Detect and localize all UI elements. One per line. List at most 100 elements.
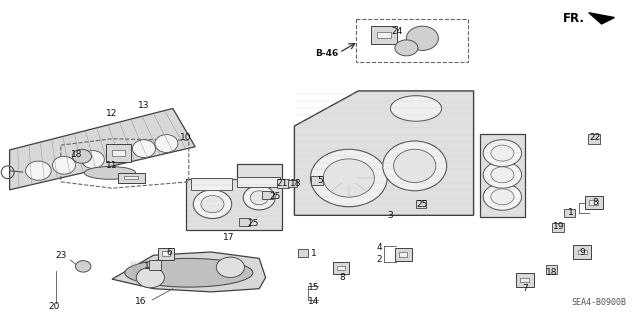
Text: 4: 4 [376,243,381,252]
Bar [585,196,603,209]
Ellipse shape [107,145,130,163]
Bar [159,248,174,260]
Ellipse shape [250,191,268,205]
Ellipse shape [243,186,275,210]
Ellipse shape [491,189,514,205]
Polygon shape [589,13,614,24]
Bar [416,200,426,208]
Text: B-46: B-46 [315,49,338,58]
Bar [106,144,131,162]
Ellipse shape [323,159,374,197]
Ellipse shape [491,145,514,161]
Bar [564,209,575,217]
Bar [337,266,346,270]
Polygon shape [112,252,266,292]
Bar [371,26,397,44]
Bar [298,249,308,257]
Bar [149,260,161,270]
Ellipse shape [193,190,232,219]
Text: 11: 11 [106,161,118,170]
Ellipse shape [72,149,92,163]
Bar [239,218,250,226]
Bar [573,245,591,259]
Ellipse shape [310,149,387,207]
Ellipse shape [483,183,522,210]
Ellipse shape [483,140,522,167]
Ellipse shape [216,257,244,278]
Ellipse shape [125,258,253,287]
Ellipse shape [491,167,514,183]
Text: 8: 8 [593,198,598,207]
Text: 1: 1 [311,249,316,258]
Ellipse shape [390,96,442,121]
Bar [112,150,125,156]
Ellipse shape [395,40,418,56]
Text: 8: 8 [340,273,345,282]
Text: 5: 5 [317,176,323,185]
Ellipse shape [132,140,156,158]
Bar [333,262,349,274]
Text: 21: 21 [276,179,287,188]
Text: 15: 15 [308,283,319,292]
Bar [589,200,598,205]
Bar [516,273,534,287]
Bar [237,177,280,187]
Text: 6: 6 [167,248,172,256]
Text: 25: 25 [247,219,259,228]
Bar [311,176,323,185]
Text: 1: 1 [145,262,150,271]
Polygon shape [480,134,525,217]
Text: 10: 10 [180,133,191,142]
Text: 3: 3 [388,211,393,220]
Bar [277,179,289,188]
Text: 2: 2 [376,256,381,264]
Text: 17: 17 [223,233,235,242]
Bar [546,265,557,274]
Bar [378,32,390,38]
Bar [118,173,145,183]
Bar [399,252,408,257]
Polygon shape [294,91,474,215]
Text: 20: 20 [49,302,60,311]
Ellipse shape [383,141,447,191]
Bar [288,180,297,187]
Bar [262,191,273,199]
Polygon shape [186,164,282,230]
Polygon shape [10,108,195,190]
Text: FR.: FR. [563,12,585,25]
Ellipse shape [76,261,91,272]
Ellipse shape [52,156,76,174]
Text: 24: 24 [391,27,403,36]
Bar [124,176,138,180]
Ellipse shape [136,267,164,288]
Bar [395,248,412,261]
Bar [552,223,564,232]
Bar [520,278,529,282]
Text: 25: 25 [417,200,428,209]
Text: SEA4-B0900B: SEA4-B0900B [571,298,626,307]
Text: 22: 22 [589,133,601,142]
Text: 12: 12 [106,109,118,118]
Bar [356,19,468,62]
Text: 1: 1 [568,208,573,217]
Bar [578,250,587,254]
Bar [191,178,232,190]
Text: 25: 25 [269,192,281,201]
Ellipse shape [81,151,104,168]
Ellipse shape [155,135,178,152]
Text: 23: 23 [55,251,67,260]
Text: 14: 14 [308,297,319,306]
Text: 18: 18 [290,179,301,188]
Ellipse shape [84,167,136,179]
Ellipse shape [26,161,51,180]
Bar [163,251,170,256]
Ellipse shape [406,26,438,50]
Text: 16: 16 [135,297,147,306]
Text: 19: 19 [553,222,564,231]
Ellipse shape [201,196,224,213]
Text: 13: 13 [138,101,150,110]
Ellipse shape [394,149,436,182]
Text: 9: 9 [580,248,585,256]
Text: 7: 7 [522,284,527,293]
Bar [588,134,600,144]
